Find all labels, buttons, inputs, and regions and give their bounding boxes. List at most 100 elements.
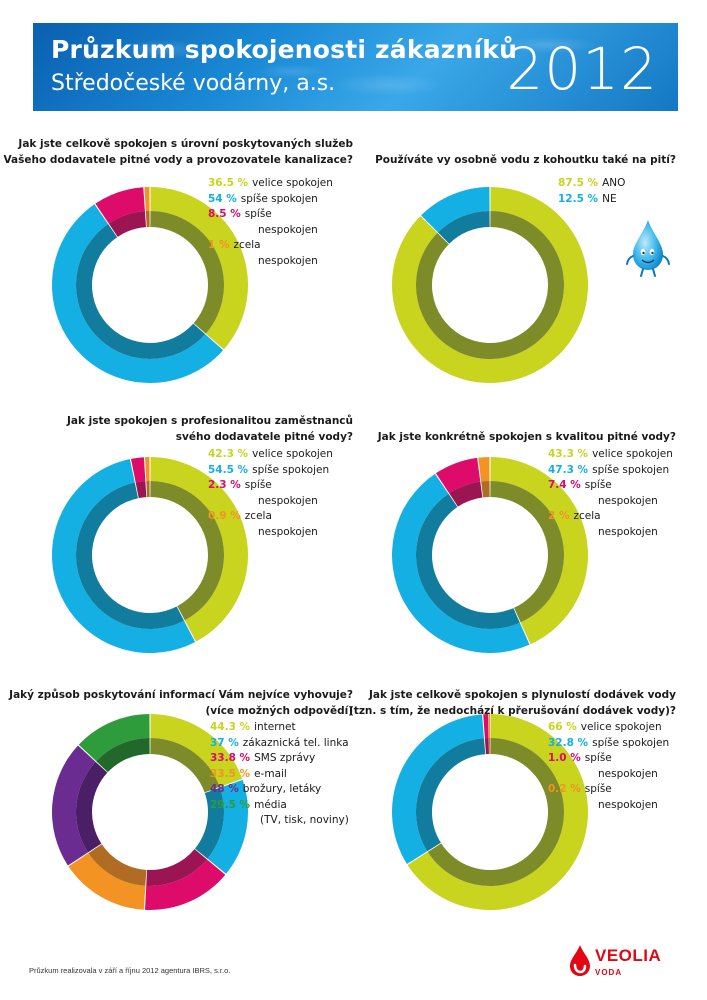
chart-6-donut: [392, 714, 588, 910]
chart-2-question: Používáte vy osobně vodu z kohoutku také…: [375, 152, 676, 168]
chart-5-legend-label: brožury, letáky: [242, 783, 322, 795]
chart-3-slice-1-inner: [150, 481, 225, 621]
chart-4-legend-row: 2 % zcela: [548, 509, 673, 525]
chart-5-legend-pct: 33.8 %: [210, 752, 251, 764]
chart-1-slice-3-inner: [108, 211, 147, 237]
chart-6-legend-label: spíše spokojen: [592, 736, 670, 749]
chart-3-legend-pct: 2.3 %: [208, 479, 241, 491]
chart-1-legend-row: 54 % spíše spokojen: [208, 192, 333, 208]
chart-4-question: Jak jste konkrétně spokojen s kvalitou p…: [378, 429, 676, 445]
chart-5-legend-row: 33.5 % e-mail: [210, 767, 349, 783]
chart-4-legend-row: nespokojen: [548, 525, 673, 541]
chart-1-legend-label: nespokojen: [258, 223, 318, 236]
chart-1-legend-pct: 1 %: [208, 239, 230, 251]
chart-4-legend-label: spíše spokojen: [592, 463, 670, 476]
chart-3-slice-2: [51, 459, 196, 653]
chart-3-legend-label: nespokojen: [258, 494, 318, 507]
chart-1-legend-pct: 36.5 %: [208, 177, 249, 189]
chart-6-legend-label: spíše: [584, 752, 612, 764]
chart-6-slice-2-inner: [416, 738, 486, 852]
chart-4-slice-4-inner: [481, 481, 490, 498]
chart-1-slice-3: [95, 187, 145, 224]
chart-5-legend-label: SMS zprávy: [254, 752, 316, 764]
chart-5-legend-pct: 48 %: [210, 783, 239, 795]
logo-subtitle: VODA: [595, 968, 623, 977]
chart-3-legend-label: velice spokojen: [252, 448, 333, 460]
chart-6-legend: 66 % velice spokojen 32.8 % spíše spokojen 1…: [548, 720, 669, 813]
chart-1-legend-row: 8.5 % spíše: [208, 207, 333, 223]
chart-5-legend-pct: 33.5 %: [210, 767, 251, 780]
chart-4-legend-pct: 47.3 %: [548, 463, 589, 476]
chart-5-legend-row: 33.8 % SMS zprávy: [210, 751, 349, 767]
water-texture: [33, 23, 678, 111]
chart-5-legend-label: e-mail: [254, 767, 287, 780]
chart-3-legend: 42.3 % velice spokojen 54.5 % spíše spokoje…: [208, 447, 333, 540]
chart-1-legend-label: spíše spokojen: [240, 192, 318, 205]
chart-4-legend-row: 47.3 % spíše spokojen: [548, 463, 673, 479]
chart-5-legend-label: internet: [254, 721, 296, 733]
chart-2-slice-2: [421, 187, 490, 233]
chart-5-slice-5-inner: [75, 761, 108, 853]
chart-4-legend-row: 7.4 % spíše: [548, 478, 673, 494]
veolia-logo: VEOLIA VODA: [567, 942, 677, 984]
chart-6-slice-3-inner: [484, 738, 489, 755]
chart-1-slice-1: [150, 187, 248, 350]
chart-2-legend-row: 87.5 % ANO: [558, 176, 625, 192]
chart-2-legend-pct: 87.5 %: [558, 177, 599, 189]
chart-1-legend-row: nespokojen: [208, 223, 333, 239]
chart-3-legend-row: nespokojen: [208, 494, 333, 510]
chart-2-legend-label: ANO: [602, 177, 626, 189]
page-subtitle: Středočeské vodárny, a.s.: [51, 71, 336, 96]
chart-3-slice-2-inner: [76, 482, 185, 629]
chart-6-question-line: Jak jste celkově spokojen s plynulostí d…: [368, 689, 676, 701]
chart-5-question: Jaký způsob poskytování informací Vám ne…: [9, 687, 353, 719]
chart-5-slice-3: [145, 859, 226, 910]
chart-5-legend-label: zákaznická tel. linka: [242, 736, 349, 749]
chart-6-legend-pct: 1.0 %: [548, 752, 581, 764]
chart-6-question-line: (tzn. s tím, že nedochází k přerušování …: [349, 705, 676, 717]
chart-4-question-line: Jak jste konkrétně spokojen s kvalitou p…: [377, 431, 676, 443]
chart-1-legend-label: spíše: [244, 208, 272, 220]
chart-5-slice-1-inner: [150, 738, 220, 793]
chart-2-legend-label: NE: [602, 192, 617, 205]
chart-3-legend-pct: 54.5 %: [208, 463, 249, 476]
chart-3-legend-label: spíše: [244, 479, 272, 491]
chart-4-legend-pct: 7.4 %: [548, 479, 581, 491]
water-drop-mascot-icon: [626, 220, 670, 277]
chart-5-slice-1: [150, 714, 243, 787]
chart-4-legend: 43.3 % velice spokojen 47.3 % spíše spokoje…: [548, 447, 673, 540]
chart-3-slice-1: [150, 457, 248, 642]
chart-3-slice-3-inner: [135, 481, 147, 499]
chart-4-slice-3-inner: [449, 481, 483, 507]
chart-5-slice-6: [78, 714, 150, 762]
chart-6-legend-label: velice spokojen: [580, 721, 662, 733]
veolia-drop-icon: [570, 945, 590, 976]
chart-3-legend-label: zcela: [244, 510, 272, 522]
chart-6-legend-row: 32.8 % spíše spokojen: [548, 736, 669, 752]
chart-5-slice-3-inner: [146, 849, 207, 886]
chart-5-legend-pct: 44.3 %: [210, 721, 251, 733]
chart-3-legend-row: 54.5 % spíše spokojen: [208, 463, 333, 479]
chart-4-legend-label: nespokojen: [598, 494, 658, 507]
chart-4-donut: [391, 457, 588, 653]
chart-4-slice-2-inner: [415, 493, 520, 630]
chart-2-legend-row: 12.5 % NE: [558, 192, 625, 208]
chart-3-slice-3: [131, 457, 146, 483]
page-title: Průzkum spokojenosti zákazníků: [51, 35, 518, 64]
chart-1-legend-label: nespokojen: [258, 254, 318, 267]
header-banner: Průzkum spokojenosti zákazníků Středočes…: [33, 23, 678, 111]
chart-1-question: Jak jste celkově spokojen s úrovní posky…: [3, 136, 353, 168]
chart-5-slice-2: [207, 779, 248, 874]
chart-2-slice-1-inner: [416, 211, 564, 359]
chart-3-legend-row: 0.9 % zcela: [208, 509, 333, 525]
chart-5-legend-row: (TV, tisk, noviny): [210, 813, 349, 829]
chart-4-legend-row: 43.3 % velice spokojen: [548, 447, 673, 463]
chart-1-question-line: Jak jste celkově spokojen s úrovní posky…: [18, 138, 353, 150]
chart-4-legend-label: velice spokojen: [592, 448, 673, 460]
chart-3-legend-pct: 42.3 %: [208, 448, 249, 460]
chart-6-slice-4-inner: [489, 738, 490, 755]
chart-3-question-line: Jak jste spokojen s profesionalitou zamě…: [67, 415, 353, 427]
chart-5-legend-label: (TV, tisk, noviny): [260, 814, 349, 826]
chart-1-legend-label: zcela: [233, 239, 261, 251]
chart-2-legend-pct: 12.5 %: [558, 192, 599, 205]
